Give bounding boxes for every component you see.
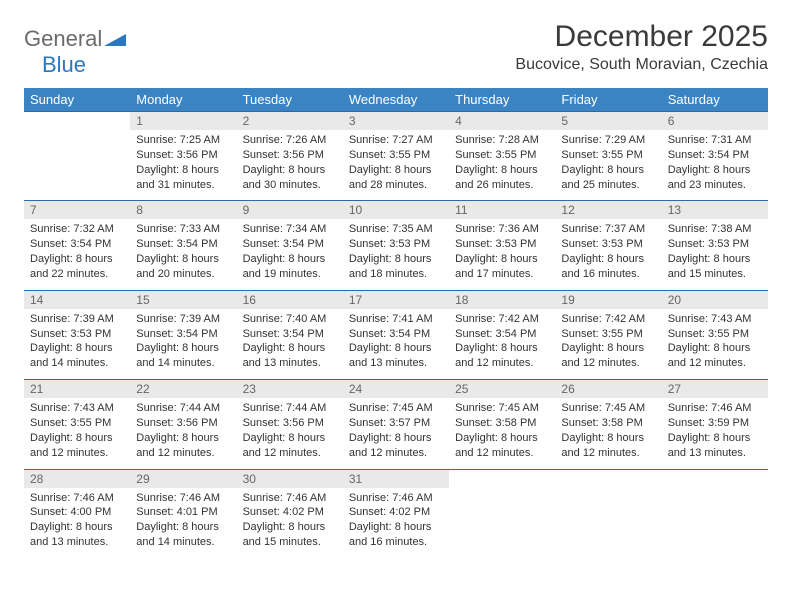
page-title: December 2025 [515,20,768,54]
day-data-cell: Sunrise: 7:45 AMSunset: 3:58 PMDaylight:… [555,398,661,469]
day-number-cell: 6 [662,112,768,131]
day-data-cell: Sunrise: 7:42 AMSunset: 3:54 PMDaylight:… [449,309,555,380]
weekday-header: Saturday [662,88,768,112]
day-number-row: 28293031 [24,469,768,488]
day-number-cell: 27 [662,380,768,399]
weekday-header: Wednesday [343,88,449,112]
day-number-cell [449,469,555,488]
day-number-cell: 7 [24,201,130,220]
day-number-cell: 12 [555,201,661,220]
day-number-cell: 2 [237,112,343,131]
day-data-cell: Sunrise: 7:46 AMSunset: 4:01 PMDaylight:… [130,488,236,558]
day-data-row: Sunrise: 7:32 AMSunset: 3:54 PMDaylight:… [24,219,768,290]
day-data-cell: Sunrise: 7:27 AMSunset: 3:55 PMDaylight:… [343,130,449,201]
weekday-header: Thursday [449,88,555,112]
day-data-cell: Sunrise: 7:41 AMSunset: 3:54 PMDaylight:… [343,309,449,380]
day-number-cell: 16 [237,290,343,309]
day-number-cell [662,469,768,488]
day-number-cell: 24 [343,380,449,399]
day-number-cell: 18 [449,290,555,309]
day-data-cell: Sunrise: 7:40 AMSunset: 3:54 PMDaylight:… [237,309,343,380]
day-data-cell [555,488,661,558]
day-data-row: Sunrise: 7:25 AMSunset: 3:56 PMDaylight:… [24,130,768,201]
day-data-cell: Sunrise: 7:46 AMSunset: 4:02 PMDaylight:… [343,488,449,558]
day-data-cell: Sunrise: 7:44 AMSunset: 3:56 PMDaylight:… [237,398,343,469]
calendar-table: SundayMondayTuesdayWednesdayThursdayFrid… [24,88,768,558]
day-number-cell: 31 [343,469,449,488]
day-data-cell: Sunrise: 7:38 AMSunset: 3:53 PMDaylight:… [662,219,768,290]
brand-part2: Blue [42,52,86,77]
day-data-cell: Sunrise: 7:45 AMSunset: 3:57 PMDaylight:… [343,398,449,469]
day-data-cell: Sunrise: 7:34 AMSunset: 3:54 PMDaylight:… [237,219,343,290]
day-data-row: Sunrise: 7:46 AMSunset: 4:00 PMDaylight:… [24,488,768,558]
day-data-cell: Sunrise: 7:37 AMSunset: 3:53 PMDaylight:… [555,219,661,290]
day-number-cell: 13 [662,201,768,220]
day-number-row: 14151617181920 [24,290,768,309]
day-number-cell: 1 [130,112,236,131]
day-number-cell [555,469,661,488]
day-number-row: 21222324252627 [24,380,768,399]
day-number-cell [24,112,130,131]
day-data-cell: Sunrise: 7:39 AMSunset: 3:54 PMDaylight:… [130,309,236,380]
weekday-header: Monday [130,88,236,112]
day-data-cell: Sunrise: 7:43 AMSunset: 3:55 PMDaylight:… [24,398,130,469]
day-data-cell: Sunrise: 7:42 AMSunset: 3:55 PMDaylight:… [555,309,661,380]
weekday-header: Sunday [24,88,130,112]
logo-triangle-icon [104,26,126,51]
day-data-cell: Sunrise: 7:28 AMSunset: 3:55 PMDaylight:… [449,130,555,201]
day-data-row: Sunrise: 7:39 AMSunset: 3:53 PMDaylight:… [24,309,768,380]
day-number-cell: 5 [555,112,661,131]
day-data-cell: Sunrise: 7:36 AMSunset: 3:53 PMDaylight:… [449,219,555,290]
day-data-cell: Sunrise: 7:25 AMSunset: 3:56 PMDaylight:… [130,130,236,201]
day-number-cell: 4 [449,112,555,131]
day-number-cell: 25 [449,380,555,399]
day-number-cell: 26 [555,380,661,399]
day-data-cell: Sunrise: 7:31 AMSunset: 3:54 PMDaylight:… [662,130,768,201]
day-data-cell: Sunrise: 7:26 AMSunset: 3:56 PMDaylight:… [237,130,343,201]
day-number-row: 123456 [24,112,768,131]
day-number-cell: 14 [24,290,130,309]
day-number-cell: 19 [555,290,661,309]
day-number-cell: 9 [237,201,343,220]
day-number-cell: 30 [237,469,343,488]
day-number-cell: 17 [343,290,449,309]
day-number-cell: 22 [130,380,236,399]
day-data-cell: Sunrise: 7:46 AMSunset: 4:02 PMDaylight:… [237,488,343,558]
day-data-cell: Sunrise: 7:43 AMSunset: 3:55 PMDaylight:… [662,309,768,380]
weekday-header: Friday [555,88,661,112]
day-number-cell: 29 [130,469,236,488]
location-text: Bucovice, South Moravian, Czechia [515,56,768,74]
day-data-cell: Sunrise: 7:35 AMSunset: 3:53 PMDaylight:… [343,219,449,290]
day-number-cell: 10 [343,201,449,220]
day-number-cell: 21 [24,380,130,399]
weekday-header: Tuesday [237,88,343,112]
day-data-cell: Sunrise: 7:45 AMSunset: 3:58 PMDaylight:… [449,398,555,469]
day-number-cell: 20 [662,290,768,309]
brand-logo: General Blue [24,20,126,78]
day-data-cell: Sunrise: 7:44 AMSunset: 3:56 PMDaylight:… [130,398,236,469]
day-data-cell: Sunrise: 7:29 AMSunset: 3:55 PMDaylight:… [555,130,661,201]
day-data-cell [24,130,130,201]
day-data-cell: Sunrise: 7:39 AMSunset: 3:53 PMDaylight:… [24,309,130,380]
day-number-cell: 3 [343,112,449,131]
day-number-cell: 23 [237,380,343,399]
day-number-cell: 11 [449,201,555,220]
day-data-cell: Sunrise: 7:33 AMSunset: 3:54 PMDaylight:… [130,219,236,290]
day-data-cell [662,488,768,558]
weekday-header-row: SundayMondayTuesdayWednesdayThursdayFrid… [24,88,768,112]
brand-part1: General [24,26,102,51]
day-number-row: 78910111213 [24,201,768,220]
day-number-cell: 28 [24,469,130,488]
day-data-cell: Sunrise: 7:46 AMSunset: 3:59 PMDaylight:… [662,398,768,469]
day-data-cell: Sunrise: 7:46 AMSunset: 4:00 PMDaylight:… [24,488,130,558]
day-number-cell: 8 [130,201,236,220]
day-data-cell: Sunrise: 7:32 AMSunset: 3:54 PMDaylight:… [24,219,130,290]
day-data-cell [449,488,555,558]
day-number-cell: 15 [130,290,236,309]
day-data-row: Sunrise: 7:43 AMSunset: 3:55 PMDaylight:… [24,398,768,469]
